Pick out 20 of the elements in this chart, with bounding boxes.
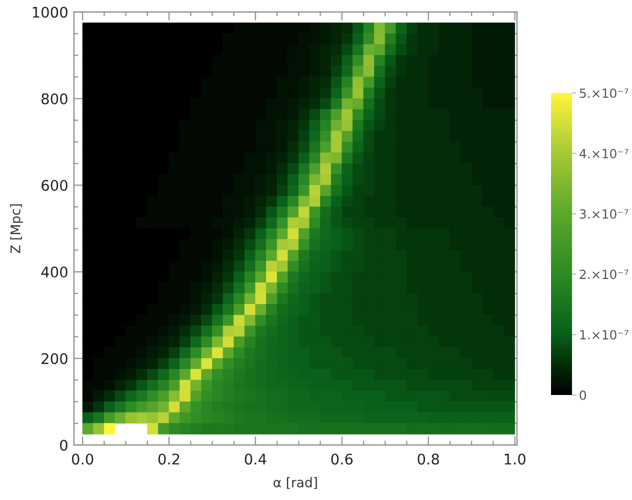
- x-tick-label: 0.4: [244, 454, 266, 465]
- color-bar-label: 3.×10⁻⁷: [580, 209, 628, 219]
- y-tick-label: 800: [42, 93, 68, 104]
- x-tick-label: 0.2: [158, 454, 180, 465]
- y-tick-label: 400: [41, 266, 68, 278]
- color-bar-label: 2.×10⁻⁷: [580, 270, 628, 280]
- color-bar-label: 4.×10⁻⁷: [580, 148, 628, 158]
- x-tick-label: 0.6: [331, 454, 353, 465]
- x-tick-label: 1.0: [504, 454, 526, 465]
- y-tick-label: 200: [42, 353, 68, 364]
- color-bar-label: 5.×10⁻⁷: [580, 88, 628, 98]
- color-bar-label: 0: [580, 390, 586, 400]
- x-tick-label: 0.0: [72, 454, 94, 465]
- y-tick-label: 1000: [32, 6, 68, 18]
- x-tick-label: 0.8: [418, 454, 439, 465]
- x-axis-title: α [rad]: [274, 477, 317, 489]
- y-tick-label: 0: [60, 440, 68, 451]
- y-tick-label: 600: [42, 180, 68, 191]
- color-bar-label: 1.×10⁻⁷: [580, 330, 628, 340]
- y-axis-title: Z [Mpc]: [10, 204, 23, 254]
